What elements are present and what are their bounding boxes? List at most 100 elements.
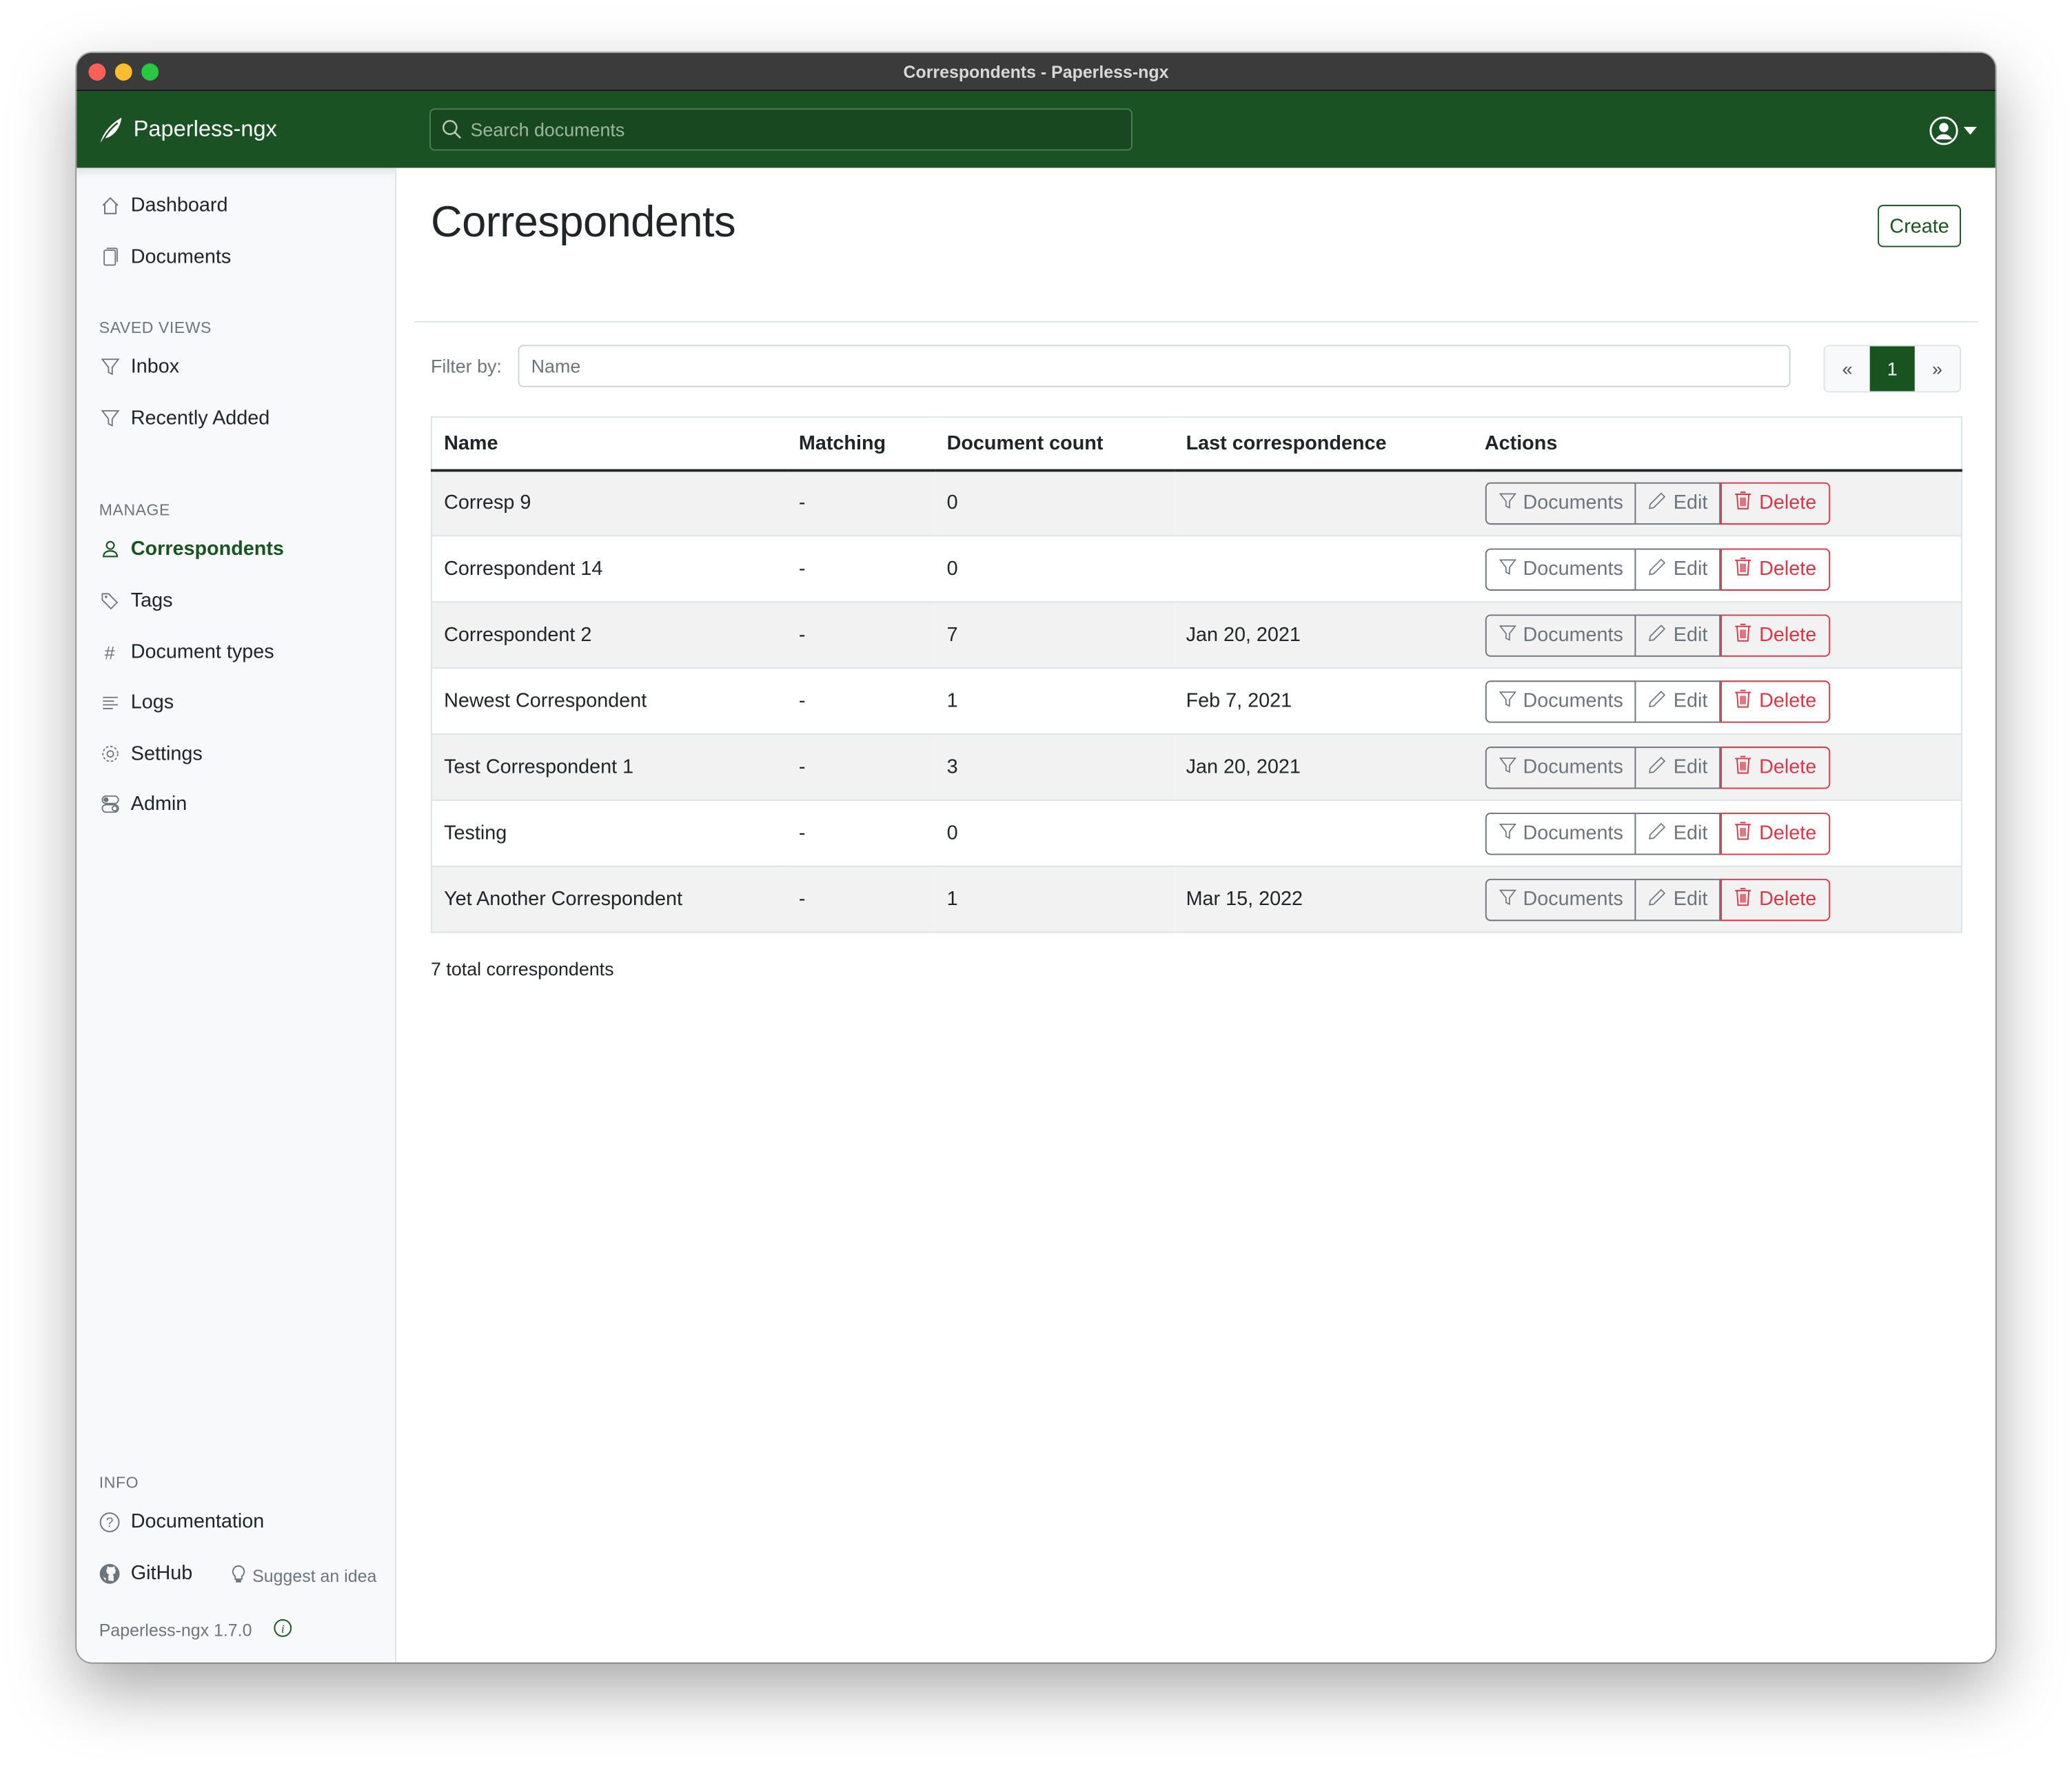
cell-name[interactable]: Newest Correspondent xyxy=(431,667,787,734)
delete-label: Delete xyxy=(1759,822,1817,845)
sidebar-item-recently-added[interactable]: Recently Added xyxy=(99,407,270,429)
version-info: Paperless-ngx 1.7.0 i xyxy=(99,1618,292,1641)
sidebar-item-inbox[interactable]: Inbox xyxy=(99,356,179,378)
cell-last-correspondence xyxy=(1174,535,1473,602)
sidebar-item-tags[interactable]: Tags xyxy=(99,589,173,612)
sidebar-item-documents[interactable]: Documents xyxy=(99,246,231,268)
page-title: Correspondents xyxy=(430,196,736,246)
sidebar-item-documentation[interactable]: ? Documentation xyxy=(99,1510,264,1533)
column-header-name[interactable]: Name xyxy=(431,416,787,471)
action-button-group: Documents Edit Delete xyxy=(1484,547,1961,590)
pagination-prev[interactable]: « xyxy=(1825,346,1870,392)
app-window: Correspondents - Paperless-ngx Paperless… xyxy=(77,52,1995,1663)
documents-button[interactable]: Documents xyxy=(1484,812,1637,855)
svg-text:i: i xyxy=(281,1623,284,1636)
filter-name-input[interactable] xyxy=(518,345,1791,387)
funnel-icon xyxy=(99,407,121,429)
trash-icon xyxy=(1734,689,1753,713)
documents-button[interactable]: Documents xyxy=(1484,877,1637,921)
documents-label: Documents xyxy=(1523,689,1623,713)
pencil-icon xyxy=(1648,755,1667,780)
cell-name[interactable]: Correspondent 14 xyxy=(431,535,787,602)
cell-actions: Documents Edit Delete xyxy=(1472,535,1962,602)
maximize-window-button[interactable] xyxy=(141,63,159,81)
edit-label: Edit xyxy=(1673,822,1708,845)
sidebar-item-correspondents[interactable]: Correspondents xyxy=(99,538,284,560)
cell-name[interactable]: Testing xyxy=(431,799,787,866)
edit-button[interactable]: Edit xyxy=(1636,877,1721,921)
files-icon xyxy=(99,247,121,268)
delete-button[interactable]: Delete xyxy=(1720,812,1830,855)
pagination-page-1[interactable]: 1 xyxy=(1869,346,1915,392)
cell-name[interactable]: Correspondent 2 xyxy=(431,601,787,669)
sidebar-item-admin[interactable]: Admin xyxy=(99,793,187,815)
edit-button[interactable]: Edit xyxy=(1636,482,1721,525)
filter-label: Filter by: xyxy=(430,355,502,377)
delete-button[interactable]: Delete xyxy=(1720,547,1830,590)
documents-button[interactable]: Documents xyxy=(1484,613,1637,656)
delete-button[interactable]: Delete xyxy=(1720,877,1830,921)
sidebar-item-label: Recently Added xyxy=(130,407,270,430)
total-count: 7 total correspondents xyxy=(430,957,614,980)
brand-link[interactable]: Paperless-ngx xyxy=(98,115,277,144)
tags-icon xyxy=(99,590,121,611)
cell-name[interactable]: Yet Another Correspondent xyxy=(431,865,787,933)
delete-button[interactable]: Delete xyxy=(1720,746,1830,789)
documents-label: Documents xyxy=(1523,558,1623,580)
documents-button[interactable]: Documents xyxy=(1484,680,1637,722)
cell-name[interactable]: Corresp 9 xyxy=(431,469,787,536)
documents-label: Documents xyxy=(1523,755,1623,779)
edit-button[interactable]: Edit xyxy=(1636,680,1721,722)
search-input[interactable] xyxy=(470,119,1105,141)
edit-button[interactable]: Edit xyxy=(1636,746,1721,789)
column-header-matching[interactable]: Matching xyxy=(786,416,935,471)
column-header-document-count[interactable]: Document count xyxy=(935,416,1175,471)
cell-name[interactable]: Test Correspondent 1 xyxy=(431,733,787,800)
user-menu-button[interactable] xyxy=(1929,116,1977,145)
column-header-last-correspondence[interactable]: Last correspondence xyxy=(1174,416,1473,471)
sidebar-item-label: Tags xyxy=(130,589,173,612)
edit-button[interactable]: Edit xyxy=(1636,547,1721,590)
sidebar-item-document-types[interactable]: # Document types xyxy=(99,641,274,664)
cell-document-count: 3 xyxy=(935,733,1175,800)
action-button-group: Documents Edit Delete xyxy=(1484,482,1961,525)
sidebar-item-settings[interactable]: Settings xyxy=(99,742,203,765)
edit-label: Edit xyxy=(1673,623,1708,647)
cell-actions: Documents Edit Delete xyxy=(1472,733,1962,800)
sidebar-item-label: Inbox xyxy=(130,355,180,378)
navbar: Paperless-ngx xyxy=(77,91,1995,168)
delete-label: Delete xyxy=(1759,755,1817,779)
documents-button[interactable]: Documents xyxy=(1484,547,1637,590)
search-box[interactable] xyxy=(429,108,1133,151)
documents-button[interactable]: Documents xyxy=(1484,482,1637,525)
cell-last-correspondence: Mar 15, 2022 xyxy=(1174,865,1473,933)
correspondents-table: Name Matching Document count Last corres… xyxy=(430,416,1962,933)
info-circle-icon[interactable]: i xyxy=(273,1618,292,1641)
sidebar-item-label: Admin xyxy=(130,793,187,815)
minimize-window-button[interactable] xyxy=(114,63,132,81)
cell-actions: Documents Edit Delete xyxy=(1472,799,1962,866)
cell-matching: - xyxy=(786,535,935,602)
edit-button[interactable]: Edit xyxy=(1636,812,1721,855)
create-button[interactable]: Create xyxy=(1878,205,1961,247)
sidebar-item-logs[interactable]: Logs xyxy=(99,691,174,714)
trash-icon xyxy=(1734,556,1753,581)
trash-icon xyxy=(1734,622,1753,647)
action-button-group: Documents Edit Delete xyxy=(1484,812,1961,855)
edit-button[interactable]: Edit xyxy=(1636,613,1721,656)
sidebar-item-label: Document types xyxy=(130,640,274,664)
funnel-icon xyxy=(99,356,121,378)
suggest-idea-link[interactable]: Suggest an idea xyxy=(230,1565,376,1587)
question-circle-icon: ? xyxy=(99,1511,121,1532)
pagination-next[interactable]: » xyxy=(1914,346,1960,392)
person-circle-icon xyxy=(1929,116,1958,145)
sidebar-item-github[interactable]: GitHub xyxy=(99,1562,192,1585)
close-window-button[interactable] xyxy=(88,63,106,81)
toggles-icon xyxy=(99,793,121,815)
delete-button[interactable]: Delete xyxy=(1720,680,1830,722)
sidebar-item-label: Logs xyxy=(130,691,174,714)
delete-button[interactable]: Delete xyxy=(1720,482,1830,525)
sidebar-item-dashboard[interactable]: Dashboard xyxy=(99,194,227,216)
delete-button[interactable]: Delete xyxy=(1720,613,1830,656)
documents-button[interactable]: Documents xyxy=(1484,746,1637,789)
